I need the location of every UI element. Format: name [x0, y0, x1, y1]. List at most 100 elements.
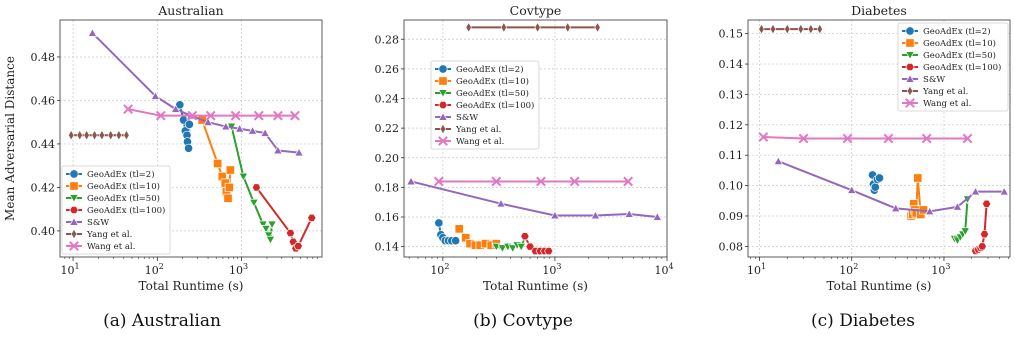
data-point [520, 232, 530, 241]
data-point [221, 121, 231, 131]
series-s-w [406, 176, 663, 221]
legend-label: Wang et al. [456, 137, 504, 147]
data-point [83, 129, 90, 141]
data-point [496, 198, 506, 208]
data-point [260, 128, 270, 137]
data-point [434, 218, 444, 228]
data-point [913, 173, 923, 183]
legend-marker [905, 26, 915, 36]
legend-marker [905, 63, 915, 71]
data-point [213, 158, 223, 169]
legend: GeoAdEx (tl=2)GeoAdEx (tl=10)GeoAdEx (tl… [430, 60, 540, 150]
legend-item-yang-et-al: Yang et al. [66, 228, 132, 240]
data-point [769, 23, 777, 35]
legend-label: GeoAdEx (tl=10) [456, 76, 529, 87]
legend-marker [69, 181, 79, 191]
series-line [127, 108, 295, 117]
legend-marker [905, 51, 915, 60]
data-point [536, 176, 546, 187]
data-point [123, 104, 134, 115]
data-point [205, 110, 216, 121]
legend-marker [69, 169, 79, 179]
data-point [999, 186, 1010, 196]
series-line [763, 135, 968, 140]
legend-label: GeoAdEx (tl=2) [923, 26, 991, 37]
data-point [76, 129, 83, 141]
series-yang-et-al [758, 23, 823, 35]
series-wang-et-al [758, 132, 973, 144]
data-point [952, 201, 963, 211]
y-tick-label: 0.46 [31, 94, 56, 107]
legend-marker [70, 228, 78, 240]
data-point [247, 125, 258, 135]
x-tick-label: 101 [61, 262, 80, 277]
chart-panel-diabetes: 0.08 0.09 0.10 0.11 0.12 0.13 0.14 0.15 101 102 10… [719, 3, 1011, 331]
y-tick-label: 0.08 [719, 240, 744, 253]
data-point [960, 227, 971, 237]
data-point [784, 23, 791, 35]
data-point [433, 176, 444, 187]
data-point [150, 91, 161, 100]
legend-item-wang-et-al: Wang et al. [66, 241, 135, 252]
legend-item-wang-et-al: Wang et al. [902, 98, 971, 109]
x-tick-label: 104 [654, 262, 673, 277]
plot-frame [59, 19, 323, 258]
legend-item-s-w: S&W [66, 217, 109, 228]
series-geoadex-tl-100 [520, 232, 554, 256]
data-point [230, 110, 241, 121]
legend-label: GeoAdEx (tl=100) [456, 100, 534, 111]
legend: GeoAdEx (tl=2)GeoAdEx (tl=10)GeoAdEx (tl… [897, 22, 1009, 112]
data-point [454, 224, 464, 234]
legend-item-s-w: S&W [435, 112, 478, 123]
data-point [187, 110, 198, 121]
data-point [624, 209, 635, 218]
y-tick-label: 0.28 [375, 33, 400, 46]
data-point [550, 210, 560, 220]
data-point [98, 129, 105, 141]
x-tick-label: 103 [229, 262, 248, 277]
series-geoadex-tl-100 [251, 183, 317, 253]
data-point [970, 186, 981, 196]
legend-marker [905, 98, 915, 108]
y-tick-label: 0.18 [375, 181, 400, 194]
series-geoadex-tl-50 [949, 195, 973, 246]
legend-item-geoadex-tl-10: GeoAdEx (tl=10) [902, 38, 996, 49]
series-s-w [87, 28, 304, 157]
legend: GeoAdEx (tl=2)GeoAdEx (tl=10)GeoAdEx (tl… [61, 165, 171, 255]
y-tick-label: 0.40 [31, 225, 56, 238]
y-tick-label: 0.26 [375, 63, 400, 76]
x-axis-label: Total Runtime (s) [827, 279, 932, 293]
data-point [273, 110, 283, 121]
data-point [107, 129, 114, 141]
data-point [758, 23, 765, 35]
legend-marker [905, 38, 915, 48]
legend-item-geoadex-tl-50: GeoAdEx (tl=50) [66, 193, 160, 204]
data-point [924, 206, 935, 216]
legend-label: Yang et al. [455, 125, 501, 135]
legend-item-geoadex-tl-50: GeoAdEx (tl=50) [902, 50, 996, 61]
legend-item-geoadex-tl-2: GeoAdEx (tl=2) [902, 26, 991, 37]
legend-item-geoadex-tl-100: GeoAdEx (tl=100) [435, 100, 534, 111]
data-point [115, 129, 122, 141]
y-tick-label: 0.13 [719, 88, 744, 101]
legend-label: S&W [923, 75, 945, 85]
y-tick-label: 0.24 [375, 93, 400, 106]
y-tick-label: 0.14 [719, 58, 744, 71]
data-point [590, 210, 601, 220]
data-point [249, 198, 259, 208]
series-geoadex-tl-100 [970, 199, 992, 255]
legend-box [61, 165, 171, 255]
data-point [155, 110, 166, 121]
data-point [594, 21, 601, 33]
x-tick-label: 103 [931, 262, 950, 277]
series-geoadex-tl-2 [434, 218, 461, 246]
legend-label: GeoAdEx (tl=2) [87, 169, 155, 180]
data-point [203, 117, 213, 126]
legend-marker [438, 64, 448, 74]
data-point [977, 242, 987, 251]
chart-panel-australian: 0.40 0.42 0.44 0.46 0.48 101 102 103 Australian T… [3, 3, 323, 331]
data-point [224, 182, 234, 192]
data-point [623, 176, 634, 187]
legend-marker [438, 101, 448, 109]
legend-item-yang-et-al: Yang et al. [435, 123, 501, 135]
